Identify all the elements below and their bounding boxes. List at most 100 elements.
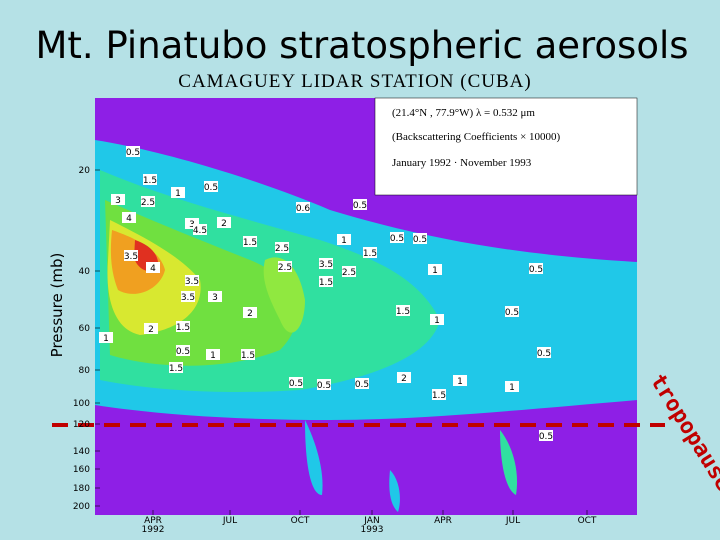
contour-label: 4	[150, 264, 156, 274]
contour-label: 3	[115, 196, 121, 206]
slide-title: Mt. Pinatubo stratospheric aerosols	[35, 24, 688, 67]
contour-label: 0.5	[529, 265, 543, 275]
contour-label-bg	[319, 258, 333, 269]
y-tick-label: 40	[79, 267, 91, 277]
x-tick-label: OCT	[578, 516, 597, 526]
contour-label: 1	[509, 383, 515, 393]
y-tick-label: 180	[73, 484, 90, 494]
contour-label-bg	[176, 345, 190, 356]
contour-label-bg	[428, 264, 442, 275]
contour-label: 2	[247, 309, 253, 319]
contour-label-bg	[432, 389, 446, 400]
contour-label-bg	[185, 218, 199, 229]
contour-label-bg	[296, 202, 310, 213]
contour-label-bg	[275, 242, 289, 253]
contour-label: 0.5	[537, 349, 551, 359]
contour-label-bg	[363, 247, 377, 258]
contour-label: 1.5	[143, 176, 157, 186]
contour-label-bg	[537, 347, 551, 358]
y-tick-label: 160	[73, 465, 90, 475]
contour-label: 2	[221, 219, 227, 229]
contour-label-bg	[337, 234, 351, 245]
contour-label-bg	[181, 291, 195, 302]
contour-label: 1	[175, 189, 181, 199]
contour-label-bg	[355, 378, 369, 389]
y-tick-label: 80	[79, 366, 91, 376]
contour-label: 0.5	[353, 201, 367, 211]
contour-label-bg	[529, 263, 543, 274]
contour-label: 1	[434, 316, 440, 326]
plot-title: CAMAGUEY LIDAR STATION (CUBA)	[178, 71, 531, 92]
contour-label: 0.5	[204, 183, 218, 193]
contour-label: 1	[432, 266, 438, 276]
contour-label-bg	[185, 275, 199, 286]
y-tick-label: 20	[79, 166, 91, 176]
contour-label-bg	[144, 323, 158, 334]
contour-label-bg	[243, 236, 257, 247]
contours	[95, 140, 637, 512]
contour-label-bg	[126, 146, 140, 157]
contour-label-bg	[243, 307, 257, 318]
contour-label-bg	[342, 266, 356, 277]
x-tick-label: JUL	[222, 516, 237, 526]
x-tick-label: 1993	[361, 525, 384, 535]
contour-label-bg	[390, 232, 404, 243]
contour-label: 0.5	[176, 347, 190, 357]
contour-label-bg	[241, 349, 255, 360]
tropopause-label: tropopause	[645, 370, 720, 496]
contour-label-bg	[146, 262, 160, 273]
contour-level	[500, 430, 518, 495]
contour-label-bg	[317, 379, 331, 390]
contour-label-bg	[453, 375, 467, 386]
contour-label: 1.5	[169, 364, 183, 374]
contour-label: 3	[212, 293, 218, 303]
contour-label: 0.5	[390, 234, 404, 244]
x-tick-label: JUL	[505, 516, 520, 526]
contour-label: 1	[210, 351, 216, 361]
contour-label-bg	[505, 306, 519, 317]
contour-label: 0.5	[126, 148, 140, 158]
contour-label-bg	[319, 276, 333, 287]
contour-level	[305, 420, 323, 495]
contour-label-bg	[141, 196, 155, 207]
y-tick-label: 200	[73, 502, 90, 512]
contour-label-bg	[353, 199, 367, 210]
contour-label: 1.5	[243, 238, 257, 248]
contour-label-bg	[171, 187, 185, 198]
contour-label-bg	[111, 194, 125, 205]
y-tick-label: 60	[79, 324, 91, 334]
info-line: (Backscattering Coefficients × 10000)	[392, 131, 561, 143]
contour-label: 1	[341, 236, 347, 246]
contour-label-bg	[430, 314, 444, 325]
contour-label-bg	[539, 430, 553, 441]
contour-label-bg	[204, 181, 218, 192]
contour-label-bg	[122, 212, 136, 223]
contour-label: 1.5	[396, 307, 410, 317]
contour-label: 1.5	[319, 278, 333, 288]
info-line: January 1992 · November 1993	[392, 157, 532, 169]
contour-label-bg	[143, 174, 157, 185]
contour-label: 0.5	[289, 379, 303, 389]
contour-label: 2	[401, 374, 407, 384]
contour-label: 3.5	[181, 293, 195, 303]
contour-label-bg	[208, 291, 222, 302]
y-tick-label: 140	[73, 447, 90, 457]
contour-label-bg	[206, 349, 220, 360]
contour-label-bg	[278, 261, 292, 272]
contour-label: 2.5	[141, 198, 155, 208]
contour-label-bg	[124, 250, 138, 261]
contour-label: 2	[148, 325, 154, 335]
contour-label: 3.5	[124, 252, 138, 262]
info-line: (21.4°N , 77.9°W) λ = 0.532 μm	[392, 107, 535, 119]
x-tick-label: APR	[144, 516, 162, 526]
contour-label: 0.5	[505, 308, 519, 318]
contour-label: 1	[103, 334, 109, 344]
contour-label: 1.5	[432, 391, 446, 401]
x-tick-label: JAN	[363, 516, 379, 526]
x-tick-label: OCT	[291, 516, 310, 526]
contour-label: 0.5	[413, 235, 427, 245]
contour-label: 2.5	[342, 268, 356, 278]
contour-level	[263, 257, 305, 333]
